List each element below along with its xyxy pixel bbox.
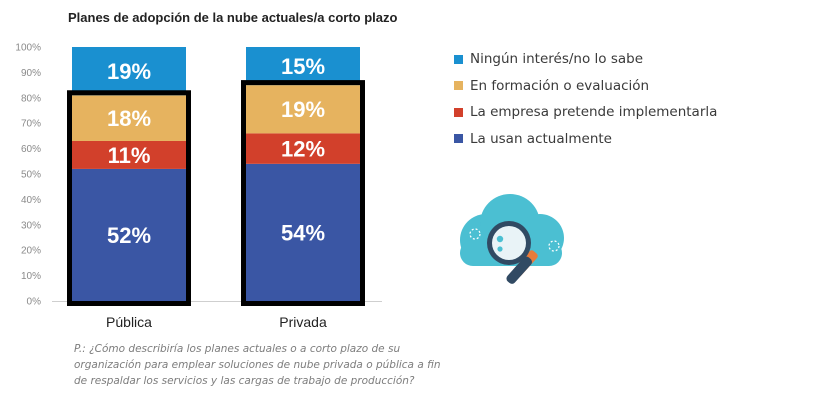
bar-value-label: 52% xyxy=(107,223,151,248)
y-tick-label: 40% xyxy=(21,195,41,206)
legend-swatch xyxy=(454,54,463,64)
y-tick-label: 90% xyxy=(21,68,41,79)
bar-value-label: 19% xyxy=(107,59,151,84)
legend-label: En formación o evaluación xyxy=(470,77,650,94)
legend-item: La empresa pretende implementarla xyxy=(454,99,717,126)
bar-segment xyxy=(72,47,186,96)
y-tick-label: 60% xyxy=(21,144,41,155)
y-tick-label: 100% xyxy=(15,43,41,54)
bar-value-label: 12% xyxy=(281,137,325,162)
cloud-magnifier-icon xyxy=(448,188,578,303)
y-tick-label: 70% xyxy=(21,119,41,130)
legend-item: Ningún interés/no lo sabe xyxy=(454,46,717,73)
bar-segment xyxy=(246,133,360,164)
legend: Ningún interés/no lo sabe En formación o … xyxy=(454,46,717,152)
y-tick-label: 20% xyxy=(21,246,41,257)
bar-segment xyxy=(246,85,360,134)
chart-title: Planes de adopción de la nube actuales/a… xyxy=(68,10,397,25)
y-tick-label: 0% xyxy=(27,297,42,308)
legend-swatch xyxy=(454,134,463,144)
bar-value-label: 15% xyxy=(281,54,325,79)
legend-swatch xyxy=(454,107,463,117)
legend-item: En formación o evaluación xyxy=(454,73,717,100)
bar-value-label: 11% xyxy=(108,143,151,168)
y-tick-label: 30% xyxy=(21,220,41,231)
bar-segment xyxy=(246,47,360,86)
legend-swatch xyxy=(454,81,463,91)
y-tick-label: 80% xyxy=(21,93,41,104)
legend-label: La empresa pretende implementarla xyxy=(470,104,718,121)
bar-highlight-frame xyxy=(241,80,365,306)
legend-label: La usan actualmente xyxy=(470,130,612,147)
bar-segment xyxy=(72,168,186,301)
x-category-label: Pública xyxy=(106,314,152,330)
bar-segment xyxy=(246,163,360,301)
x-category-label: Privada xyxy=(279,314,327,330)
bar-value-label: 54% xyxy=(281,220,325,245)
y-tick-label: 50% xyxy=(21,170,41,181)
legend-item: La usan actualmente xyxy=(454,126,717,153)
bar-segment xyxy=(72,140,186,169)
bar-value-label: 18% xyxy=(107,106,151,131)
survey-question: P.: ¿Cómo describiría los planes actuale… xyxy=(74,343,441,387)
bar-highlight-frame xyxy=(67,90,191,307)
legend-label: Ningún interés/no lo sabe xyxy=(470,51,644,68)
bar-value-label: 19% xyxy=(281,97,325,122)
y-tick-label: 10% xyxy=(21,271,41,282)
bar-segment xyxy=(72,95,186,141)
bars: 52% 11% 18% 19% Pública 54% 12% 19% 15% Privada xyxy=(67,47,365,330)
